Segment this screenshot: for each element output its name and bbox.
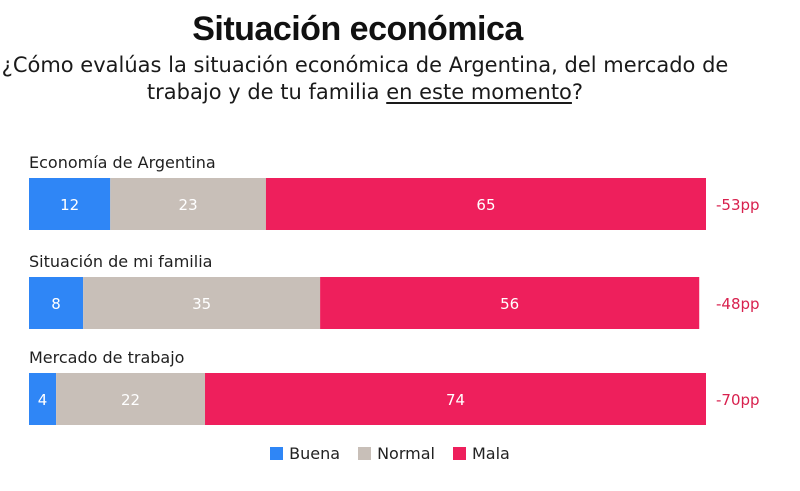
data-label-economia-de-argentina-mala: 65 bbox=[476, 196, 495, 214]
category-label-mercado-de-trabajo: Mercado de trabajo bbox=[29, 348, 184, 367]
data-label-economia-de-argentina-buena: 12 bbox=[60, 196, 79, 214]
bar-mercado-de-trabajo-mala bbox=[205, 373, 706, 425]
bar-situacion-de-mi-familia-mala bbox=[320, 277, 700, 329]
bar-mercado-de-trabajo-normal bbox=[56, 373, 206, 425]
difference-label-economia-de-argentina: -53pp bbox=[716, 196, 760, 214]
chart-legend: Buena Normal Mala bbox=[0, 444, 780, 463]
legend-item-normal: Normal bbox=[358, 444, 435, 463]
legend-swatch-buena bbox=[270, 447, 284, 460]
legend-label-mala: Mala bbox=[471, 444, 510, 463]
subtitle-end-text: ? bbox=[571, 80, 584, 104]
data-label-situacion-de-mi-familia-normal: 35 bbox=[192, 295, 211, 313]
legend-label-normal: Normal bbox=[377, 444, 435, 463]
legend-swatch-mala bbox=[452, 447, 466, 460]
legend-item-mala: Mala bbox=[452, 444, 510, 463]
data-label-situacion-de-mi-familia-buena: 8 bbox=[51, 295, 61, 313]
legend-swatch-normal bbox=[358, 447, 372, 460]
data-label-mercado-de-trabajo-buena: 4 bbox=[38, 391, 48, 409]
data-label-mercado-de-trabajo-mala: 74 bbox=[446, 391, 465, 409]
stacked-bar-chart: Economía de Argentina 12 23 65 -53pp Situació… bbox=[29, 153, 760, 425]
bar-situacion-de-mi-familia-normal bbox=[83, 277, 321, 329]
legend-label-buena: Buena bbox=[289, 444, 341, 463]
data-label-economia-de-argentina-normal: 23 bbox=[179, 196, 198, 214]
data-label-situacion-de-mi-familia-mala: 56 bbox=[500, 295, 519, 313]
chart-title: Situación económica bbox=[192, 10, 523, 48]
difference-label-mercado-de-trabajo: -70pp bbox=[716, 391, 760, 409]
subtitle-underlined-text: en este momento bbox=[386, 80, 572, 104]
category-label-situacion-de-mi-familia: Situación de mi familia bbox=[29, 252, 212, 271]
chart-subtitle: ¿Cómo evalúas la situación económica de … bbox=[0, 52, 730, 106]
bar-economia-de-argentina-normal bbox=[110, 178, 266, 230]
bar-mercado-de-trabajo-buena bbox=[29, 373, 57, 425]
subtitle-text: ¿Cómo evalúas la situación económica de … bbox=[1, 53, 729, 104]
legend-item-buena: Buena bbox=[270, 444, 340, 463]
data-label-mercado-de-trabajo-normal: 22 bbox=[121, 391, 140, 409]
category-label-economia-de-argentina: Economía de Argentina bbox=[29, 153, 216, 172]
bar-economia-de-argentina-mala bbox=[265, 178, 706, 230]
bar-economia-de-argentina-buena bbox=[29, 178, 111, 230]
bar-situacion-de-mi-familia-buena bbox=[29, 277, 84, 329]
difference-label-situacion-de-mi-familia: -48pp bbox=[716, 295, 760, 313]
